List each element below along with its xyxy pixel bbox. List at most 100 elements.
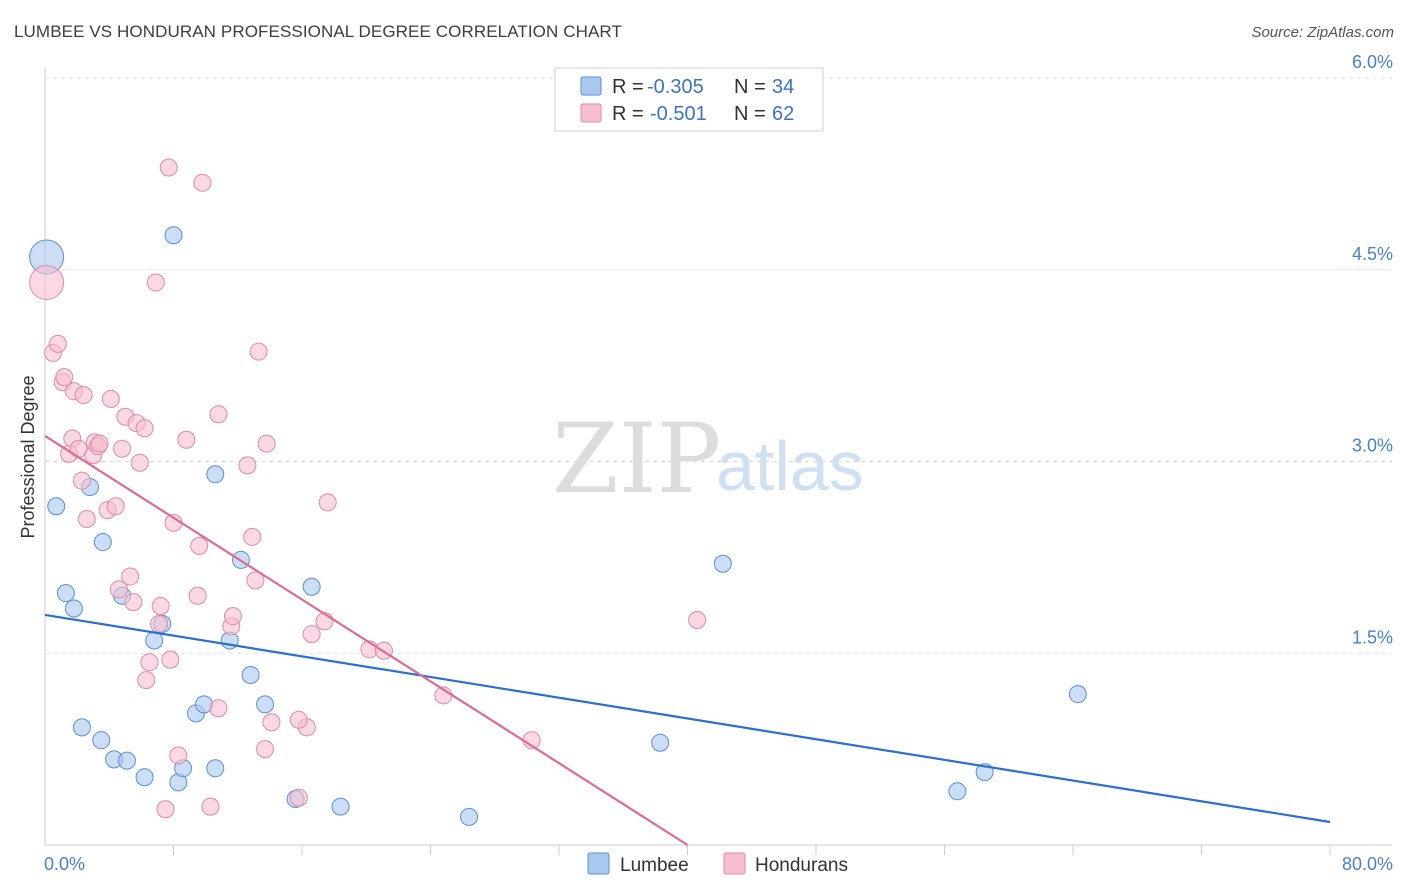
lumbee-point bbox=[164, 226, 183, 245]
honduran-point bbox=[109, 580, 128, 599]
honduran-point bbox=[146, 273, 165, 292]
legend-r-label-hondurans: R = bbox=[612, 103, 644, 125]
honduran-point bbox=[223, 607, 242, 626]
legend-n-label-hondurans: N = bbox=[734, 103, 766, 125]
honduran-point bbox=[315, 612, 334, 631]
legend-swatch-lumbee bbox=[580, 76, 602, 96]
honduran-point bbox=[140, 653, 159, 672]
honduran-point bbox=[190, 536, 209, 555]
bottom-legend-label-lumbee: Lumbee bbox=[620, 855, 689, 876]
honduran-point bbox=[209, 699, 228, 718]
honduran-point bbox=[193, 173, 212, 192]
lumbee-point bbox=[206, 465, 225, 484]
lumbee-point bbox=[241, 665, 260, 684]
legend-r-value-lumbee: -0.305 bbox=[647, 76, 704, 98]
honduran-point bbox=[150, 614, 169, 633]
honduran-point bbox=[161, 650, 180, 669]
honduran-point bbox=[106, 497, 125, 516]
honduran-point bbox=[318, 493, 337, 512]
y-tick-label: 1.5% bbox=[1352, 627, 1393, 647]
legend-n-value-hondurans: 62 bbox=[772, 103, 794, 125]
honduran-point bbox=[246, 571, 265, 590]
honduran-point bbox=[156, 800, 175, 819]
honduran-point bbox=[29, 265, 65, 301]
lumbee-point bbox=[948, 782, 967, 801]
x-tick-label: 0.0% bbox=[44, 854, 85, 874]
y-axis-title: Professional Degree bbox=[18, 375, 38, 538]
lumbee-point bbox=[302, 577, 321, 596]
chart-source: Source: ZipAtlas.com bbox=[1251, 24, 1394, 41]
bottom-legend-label-hondurans: Hondurans bbox=[755, 855, 848, 876]
honduran-point bbox=[124, 593, 143, 612]
honduran-point bbox=[243, 527, 262, 546]
lumbee-point bbox=[651, 733, 670, 752]
honduran-point bbox=[48, 334, 67, 353]
y-tick-label: 3.0% bbox=[1352, 436, 1393, 456]
honduran-point bbox=[137, 671, 156, 690]
trend-layer bbox=[44, 435, 1331, 846]
grid-layer bbox=[45, 77, 1392, 654]
honduran-point bbox=[177, 430, 196, 449]
honduran-point bbox=[289, 788, 308, 807]
legend-r-label-lumbee: R = bbox=[612, 76, 644, 98]
honduran-point bbox=[209, 405, 228, 424]
lumbee-point bbox=[64, 599, 83, 618]
honduran-point bbox=[130, 453, 149, 472]
honduran-point bbox=[289, 710, 308, 729]
watermark-atlas: atlas bbox=[716, 427, 864, 505]
lumbee-point bbox=[460, 807, 479, 826]
y-tick-label: 4.5% bbox=[1352, 244, 1393, 264]
lumbee-point bbox=[206, 759, 225, 778]
points-layer bbox=[29, 158, 1087, 826]
lumbee-point bbox=[1068, 685, 1087, 704]
honduran-point bbox=[169, 746, 188, 765]
honduran-point bbox=[262, 713, 281, 732]
honduran-point bbox=[159, 158, 178, 177]
x-tick-label: 80.0% bbox=[1342, 854, 1393, 874]
legend-r-value-hondurans: -0.501 bbox=[650, 103, 707, 125]
honduran-point bbox=[90, 434, 109, 453]
stats-legend: R = -0.305 N = 34 R = -0.501 N = 62 bbox=[554, 67, 824, 132]
lumbee-point bbox=[72, 718, 91, 737]
y-tick-label: 6.0% bbox=[1352, 52, 1393, 72]
axis-layer: 1.5% 3.0% 4.5% 6.0% 0.0% 80.0% bbox=[44, 52, 1393, 874]
lumbee-trend-line bbox=[44, 613, 1331, 824]
honduran-point bbox=[151, 596, 170, 615]
honduran-point bbox=[113, 439, 132, 458]
honduran-point bbox=[77, 510, 96, 529]
honduran-point bbox=[201, 797, 220, 816]
honduran-point bbox=[188, 586, 207, 605]
legend-swatch-hondurans bbox=[580, 103, 602, 123]
lumbee-point bbox=[92, 731, 111, 750]
honduran-point bbox=[688, 611, 707, 630]
watermark: ZIP atlas bbox=[552, 403, 864, 515]
honduran-trend-line bbox=[44, 435, 689, 846]
honduran-point bbox=[302, 625, 321, 644]
honduran-point bbox=[74, 386, 93, 405]
lumbee-point bbox=[117, 751, 136, 770]
legend-n-label-lumbee: N = bbox=[734, 76, 766, 98]
lumbee-point bbox=[56, 584, 75, 603]
honduran-point bbox=[257, 434, 276, 453]
honduran-point bbox=[72, 471, 91, 490]
lumbee-point bbox=[256, 695, 275, 714]
watermark-zip: ZIP bbox=[552, 403, 721, 515]
series-legend: Lumbee Hondurans bbox=[587, 852, 848, 876]
lumbee-point bbox=[135, 768, 154, 787]
legend-n-value-lumbee: 34 bbox=[772, 76, 794, 98]
honduran-point bbox=[135, 419, 154, 438]
bottom-legend-swatch-lumbee bbox=[587, 852, 610, 875]
honduran-point bbox=[121, 567, 140, 586]
lumbee-point bbox=[47, 497, 66, 516]
lumbee-point bbox=[713, 554, 732, 573]
bottom-legend-swatch-hondurans bbox=[723, 852, 746, 875]
lumbee-point bbox=[93, 533, 112, 552]
chart-title: LUMBEE VS HONDURAN PROFESSIONAL DEGREE C… bbox=[14, 22, 622, 41]
honduran-point bbox=[238, 456, 257, 475]
honduran-point bbox=[249, 342, 268, 361]
honduran-point bbox=[55, 368, 74, 387]
honduran-point bbox=[101, 389, 120, 408]
honduran-point bbox=[256, 740, 275, 759]
lumbee-point bbox=[331, 797, 350, 816]
